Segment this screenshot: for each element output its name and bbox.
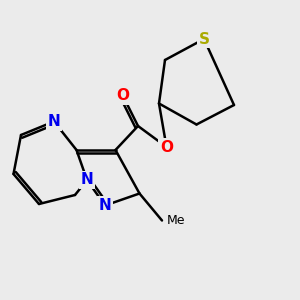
Text: O: O — [160, 140, 173, 154]
Text: N: N — [81, 172, 93, 188]
Text: Me: Me — [167, 214, 185, 227]
Text: O: O — [116, 88, 130, 104]
Text: S: S — [199, 32, 209, 46]
Text: N: N — [99, 198, 111, 213]
Text: N: N — [48, 114, 60, 129]
